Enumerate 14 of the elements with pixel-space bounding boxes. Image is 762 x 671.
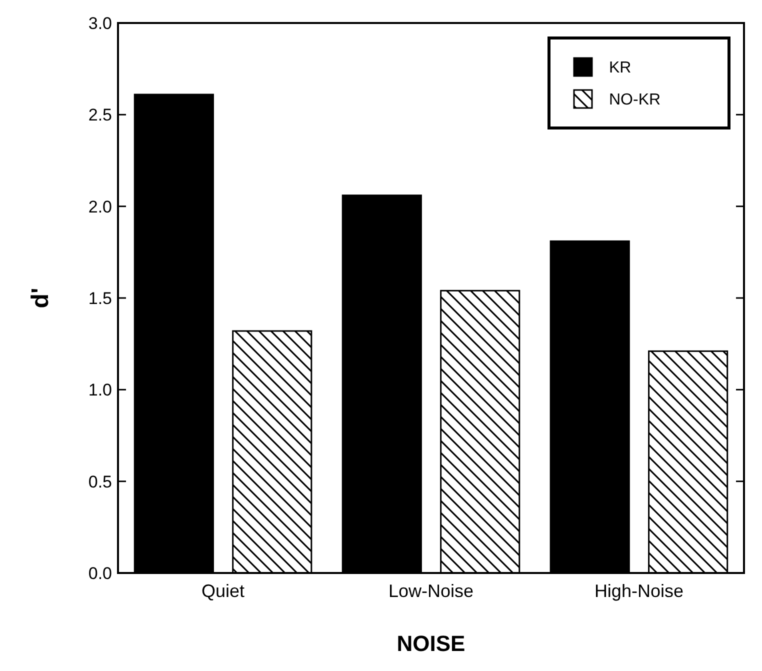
y-tick-label: 2.5 bbox=[88, 106, 112, 125]
y-tick-label: 1.5 bbox=[88, 288, 112, 308]
x-axis-title: NOISE bbox=[396, 631, 466, 656]
y-axis-title: d' bbox=[27, 288, 54, 308]
x-tick-label: Quiet bbox=[202, 581, 245, 601]
legend-label: KR bbox=[609, 60, 632, 77]
y-tick-label: 2.0 bbox=[88, 197, 112, 216]
y-tick-label: 3.0 bbox=[88, 14, 112, 33]
y-tick-label: 0.5 bbox=[88, 472, 112, 492]
legend-label: NO-KR bbox=[609, 92, 661, 109]
y-tick-label: 1.0 bbox=[88, 380, 112, 400]
x-tick-label: High-Noise bbox=[594, 581, 684, 601]
x-tick-label: Low-Noise bbox=[388, 581, 474, 601]
y-tick-label: 0.0 bbox=[88, 564, 112, 583]
